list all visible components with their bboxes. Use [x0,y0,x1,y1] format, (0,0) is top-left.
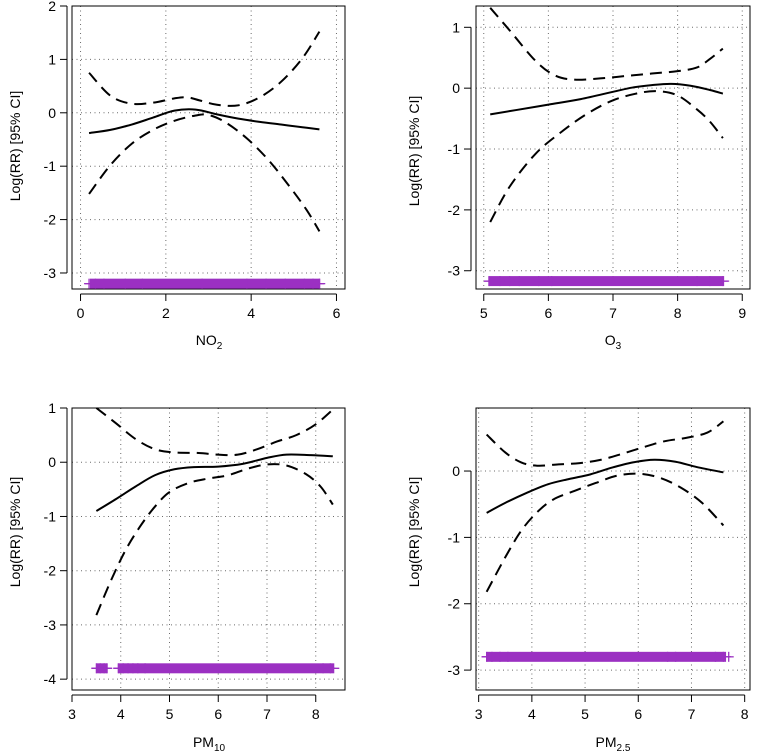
y-axis-label: Log(RR) [95% CI] [7,91,23,201]
estimate-line [490,82,724,116]
y-tick-label: -2 [448,202,461,218]
upper-ci-line [88,31,321,107]
y-axis: -3 -2 -1 0 [448,463,472,678]
grid [476,408,750,690]
x-tick-label: 0 [77,305,85,321]
y-tick-label: 1 [48,400,56,416]
lower-ci-line [485,472,725,593]
x-tick-label: 4 [117,706,125,722]
x-axis-label-subscript: 3 [616,341,622,352]
y-tick-label: -3 [448,263,461,279]
y-axis: -3 -2 -1 0 1 2 [44,0,68,281]
y-tick-label: 1 [452,19,460,35]
estimate-line [88,108,320,135]
x-tick-label: 8 [741,706,749,722]
y-tick-label: -4 [44,671,57,687]
y-axis-label: Log(RR) [95% CI] [7,477,23,587]
y-tick-label: 0 [452,80,460,96]
plot-box [71,407,346,691]
rug-plot [483,276,730,287]
estimate-line [95,453,333,512]
y-tick-label: -3 [44,265,57,281]
y-tick-label: -2 [448,596,461,612]
y-tick-label: 2 [48,0,56,14]
x-axis-label-main: NO [196,332,217,348]
rug-plot [91,663,340,674]
upper-ci-line [95,407,334,457]
x-axis-label-subscript: 2.5 [617,743,631,754]
panel-pm10: Log(RR) [95% CI] PM10 3 4 5 6 7 8 -4 -3 -2 -1 0 1 [7,400,346,754]
x-tick-label: 5 [166,706,174,722]
x-tick-label: 8 [312,706,320,722]
y-tick-label: -2 [44,212,57,228]
lower-ci-line [88,113,321,232]
x-tick-label: 9 [738,305,746,321]
lower-ci-line [95,463,334,616]
x-tick-label: 8 [674,305,682,321]
y-tick-label: -3 [448,662,461,678]
x-axis-label-subscript: 2 [217,341,223,352]
plot-box [475,5,751,290]
upper-ci-line [489,7,724,81]
estimate-line [486,458,724,514]
rug-plot [84,278,326,289]
x-axis-label: NO2 [196,332,223,352]
panel-o3: Log(RR) [95% CI] O3 5 6 7 8 9 -3 -2 -1 0 1 [406,5,751,352]
x-tick-label: 5 [480,305,488,321]
y-axis-label: Log(RR) [95% CI] [406,96,422,206]
x-tick-label: 7 [688,706,696,722]
x-axis-label-main: O [605,332,616,348]
x-axis: 5 6 7 8 9 [480,293,746,321]
y-tick-label: -2 [44,563,57,579]
y-tick-label: 0 [48,454,56,470]
x-axis-label-subscript: 10 [214,743,226,754]
y-axis: -4 -3 -2 -1 0 1 [44,400,68,687]
x-tick-label: 6 [214,706,222,722]
x-axis: 3 4 5 6 7 8 [68,694,320,722]
y-axis-label: Log(RR) [95% CI] [406,477,422,587]
y-tick-label: -1 [44,158,57,174]
x-tick-label: 3 [68,706,76,722]
y-tick-label: -3 [44,617,57,633]
lower-ci-line [489,90,724,223]
y-tick-label: -1 [448,529,461,545]
x-tick-label: 3 [475,706,483,722]
panel-pm25: Log(RR) [95% CI] PM2.5 3 4 5 6 7 8 -3 -2 -1 0 [406,407,751,754]
x-axis: 3 4 5 6 7 8 [475,694,749,722]
y-tick-label: 0 [48,105,56,121]
plot-box [475,407,751,691]
grid [71,407,345,690]
plot-box [71,5,346,290]
x-tick-label: 5 [581,706,589,722]
x-axis-label: O3 [605,332,622,352]
y-tick-label: -1 [448,141,461,157]
grid [476,6,750,289]
y-tick-label: -1 [44,508,57,524]
x-axis: 0 2 4 6 [77,293,341,321]
grid [72,5,345,289]
x-tick-label: 6 [544,305,552,321]
rug-plot [481,651,734,662]
x-axis-label: PM2.5 [596,734,631,754]
x-tick-label: 2 [162,305,170,321]
x-tick-label: 4 [247,305,255,321]
y-tick-label: 1 [48,51,56,67]
x-axis-label-main: PM [193,734,214,750]
y-axis: -3 -2 -1 0 1 [448,19,472,279]
y-tick-label: 0 [452,463,460,479]
upper-ci-line [485,420,724,467]
x-tick-label: 7 [609,305,617,321]
x-tick-label: 6 [634,706,642,722]
x-tick-label: 7 [263,706,271,722]
x-axis-label-main: PM [596,734,617,750]
x-tick-label: 4 [528,706,536,722]
x-tick-label: 6 [333,305,341,321]
x-axis-label: PM10 [193,734,226,754]
